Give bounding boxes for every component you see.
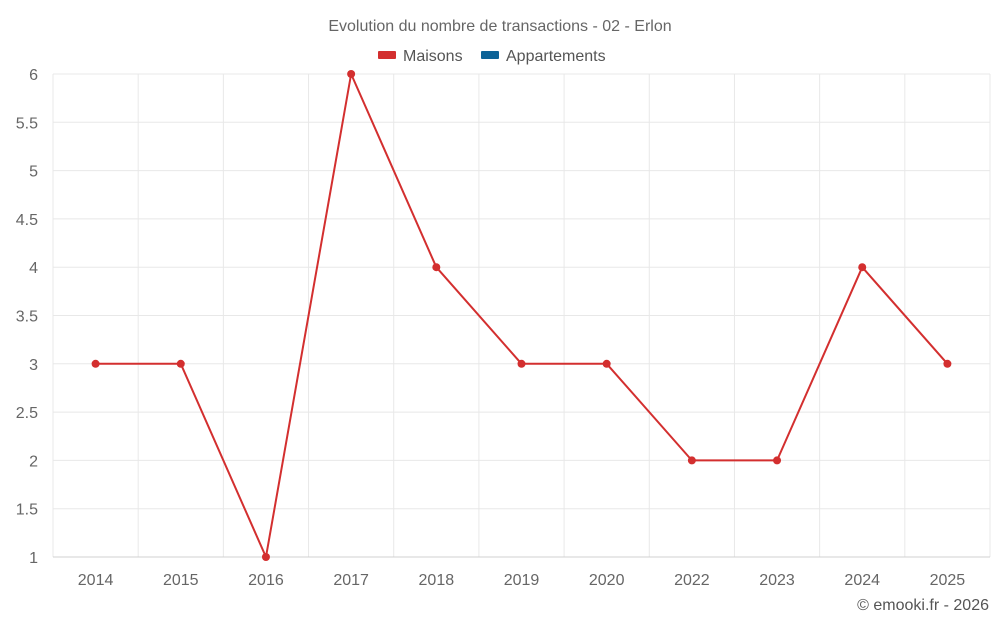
legend-item-appartements[interactable]: Appartements <box>481 48 606 65</box>
x-tick-label: 2019 <box>504 572 540 589</box>
data-point[interactable] <box>858 263 867 272</box>
data-point[interactable] <box>432 263 441 272</box>
y-tick-label: 1.5 <box>16 502 38 519</box>
y-tick-label: 4.5 <box>16 212 38 229</box>
x-tick-label: 2025 <box>930 572 966 589</box>
series-maisons <box>91 70 952 561</box>
y-tick-label: 3.5 <box>16 309 38 326</box>
legend-swatch-maisons <box>378 51 396 59</box>
data-point[interactable] <box>91 359 100 368</box>
x-tick-label: 2020 <box>589 572 625 589</box>
x-tick-label: 2018 <box>419 572 455 589</box>
y-tick-label: 4 <box>29 260 38 277</box>
data-point[interactable] <box>602 359 611 368</box>
data-point[interactable] <box>261 553 270 561</box>
gridlines <box>52 73 991 557</box>
y-tick-label: 2 <box>29 453 38 470</box>
y-tick-label: 6 <box>29 67 38 84</box>
data-point[interactable] <box>687 456 696 465</box>
x-tick-label: 2015 <box>163 572 199 589</box>
x-tick-label: 2024 <box>844 572 880 589</box>
y-tick-label: 5.5 <box>16 115 38 132</box>
x-tick-label: 2022 <box>674 572 710 589</box>
legend-swatch-appartements <box>481 51 499 59</box>
data-point[interactable] <box>347 70 356 78</box>
legend-item-maisons[interactable]: Maisons <box>378 48 463 65</box>
data-point[interactable] <box>517 359 526 368</box>
series-layer <box>91 70 952 561</box>
x-tick-label: 2014 <box>78 572 114 589</box>
legend: Maisons Appartements <box>378 48 606 65</box>
y-tick-label: 5 <box>29 164 38 181</box>
chart-title: Evolution du nombre de transactions - 02… <box>328 18 671 35</box>
legend-label-maisons: Maisons <box>403 48 463 65</box>
x-tick-label: 2017 <box>333 572 369 589</box>
y-tick-label: 1 <box>29 550 38 567</box>
legend-label-appartements: Appartements <box>506 48 606 65</box>
y-tick-label: 2.5 <box>16 405 38 422</box>
data-point[interactable] <box>943 359 952 368</box>
x-tick-label: 2016 <box>248 572 284 589</box>
y-tick-label: 3 <box>29 357 38 374</box>
x-tick-label: 2023 <box>759 572 795 589</box>
data-point[interactable] <box>176 359 185 368</box>
credit-text: © emooki.fr - 2026 <box>857 597 989 614</box>
x-axis: 2014 2015 2016 2017 2018 2019 2020 2022 2023 2024… <box>53 556 990 589</box>
y-axis: 1 1.5 2 2.5 3 3.5 4 4.5 5 5.5 6 <box>16 67 54 567</box>
data-point[interactable] <box>773 456 782 465</box>
